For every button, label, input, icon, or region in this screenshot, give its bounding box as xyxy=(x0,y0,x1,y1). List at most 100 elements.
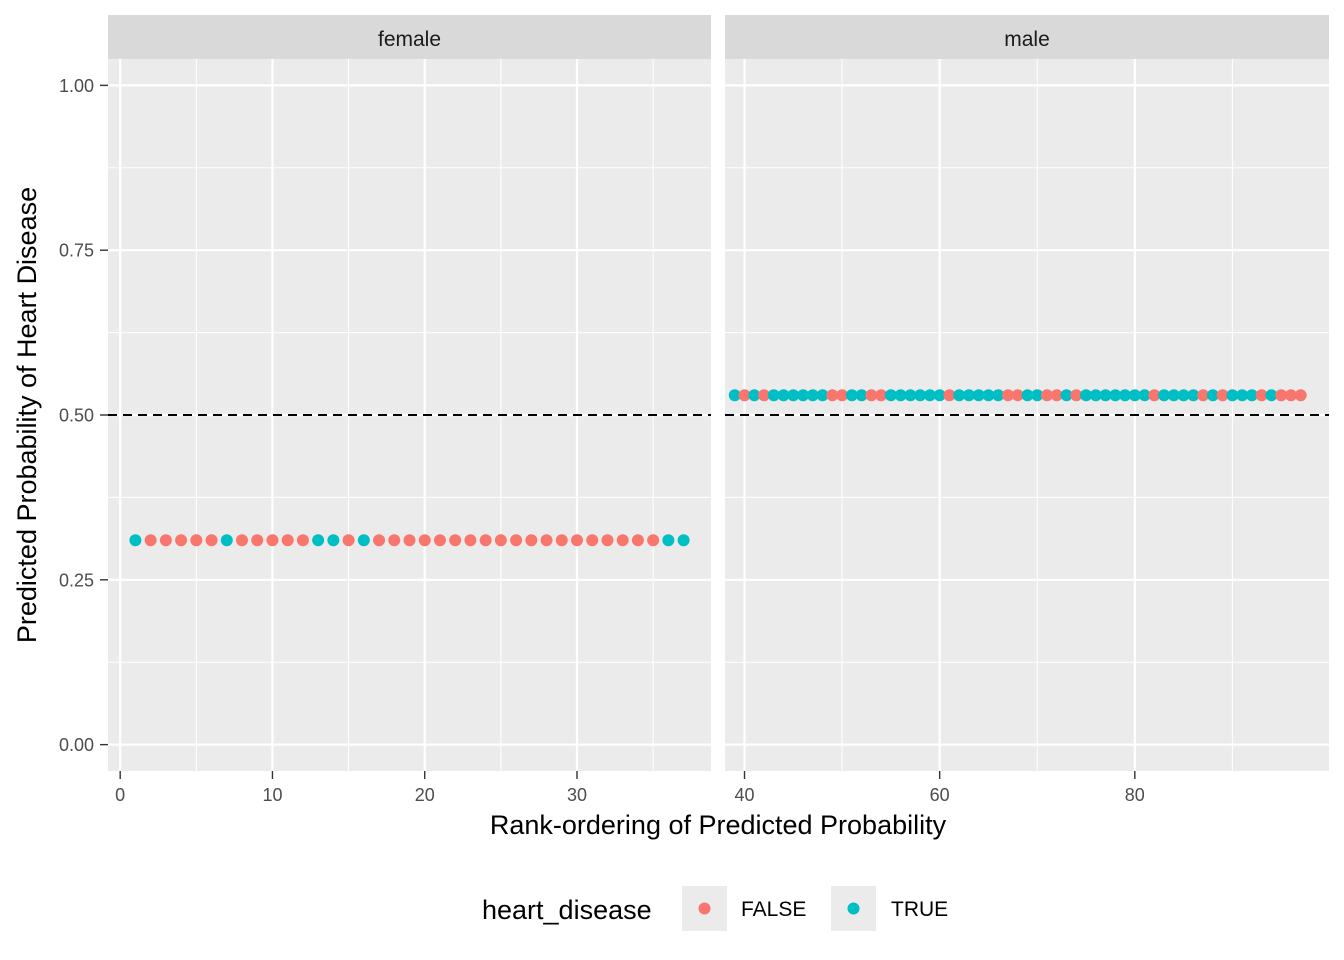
data-point xyxy=(388,534,401,547)
data-point xyxy=(159,534,172,547)
legend-key-true xyxy=(847,902,860,915)
data-point xyxy=(464,534,477,547)
data-point xyxy=(144,534,157,547)
legend-label-false: FALSE xyxy=(741,898,806,921)
x-tick-label: 0 xyxy=(115,785,125,805)
legend-label-true: TRUE xyxy=(891,898,948,921)
x-tick-label: 10 xyxy=(262,785,282,805)
data-point xyxy=(748,389,761,402)
data-point xyxy=(220,534,233,547)
data-point xyxy=(1041,389,1054,402)
data-point xyxy=(236,534,248,547)
data-point xyxy=(662,534,675,547)
data-point xyxy=(982,389,995,402)
data-point xyxy=(494,534,507,547)
data-point xyxy=(1265,389,1278,402)
data-point xyxy=(403,534,416,547)
x-axis-title: Rank-ordering of Predicted Probability xyxy=(490,810,947,840)
data-point xyxy=(418,534,431,547)
strip-background-female xyxy=(108,15,711,59)
data-point xyxy=(129,534,142,547)
data-point xyxy=(777,389,790,402)
data-point xyxy=(1236,389,1249,402)
y-tick-label: 0.50 xyxy=(59,406,94,426)
x-tick-label: 30 xyxy=(567,785,587,805)
data-point xyxy=(992,389,1005,402)
legend: heart_disease FALSE TRUE xyxy=(482,886,948,931)
data-point xyxy=(190,534,203,547)
panel-female: female xyxy=(108,15,711,771)
data-point xyxy=(1011,389,1024,402)
data-point xyxy=(312,534,325,547)
data-point xyxy=(1060,389,1073,402)
data-point xyxy=(525,534,538,547)
data-point xyxy=(894,389,907,402)
data-point xyxy=(865,389,878,402)
data-point xyxy=(933,389,946,402)
data-point xyxy=(281,534,294,547)
data-point xyxy=(1206,389,1219,402)
data-point xyxy=(647,534,660,547)
data-point xyxy=(1255,389,1268,402)
data-point xyxy=(205,534,218,547)
data-point xyxy=(342,534,355,547)
data-point xyxy=(1187,389,1200,402)
data-point xyxy=(816,389,829,402)
data-point xyxy=(266,534,279,547)
data-point xyxy=(1177,389,1190,402)
data-point xyxy=(449,534,462,547)
data-point xyxy=(1050,389,1063,402)
data-point xyxy=(1109,389,1122,402)
data-point xyxy=(826,389,839,402)
data-point xyxy=(433,534,446,547)
data-point xyxy=(1128,389,1141,402)
x-axes: 0 10 20 30 40 60 80 xyxy=(115,771,1145,805)
data-point xyxy=(1148,389,1161,402)
data-point xyxy=(904,389,917,402)
data-point xyxy=(738,389,751,402)
data-point xyxy=(251,534,264,547)
strip-background-male xyxy=(725,15,1329,59)
data-point xyxy=(1099,389,1112,402)
data-point xyxy=(855,389,868,402)
data-point xyxy=(616,534,629,547)
panel-male: male xyxy=(725,15,1329,771)
data-point xyxy=(601,534,614,547)
x-tick-label: 80 xyxy=(1125,785,1145,805)
y-tick-label: 1.00 xyxy=(59,76,94,96)
data-point xyxy=(1294,389,1307,402)
data-point xyxy=(1089,389,1102,402)
data-point xyxy=(943,389,956,402)
data-point xyxy=(327,534,340,547)
data-point xyxy=(1197,389,1210,402)
data-point xyxy=(972,389,985,402)
data-point xyxy=(797,389,810,402)
data-point xyxy=(767,389,780,402)
data-point xyxy=(175,534,188,547)
data-point xyxy=(845,389,858,402)
data-point xyxy=(836,389,849,402)
data-point xyxy=(1158,389,1171,402)
y-tick-label: 0.25 xyxy=(59,570,94,590)
data-point xyxy=(962,389,975,402)
data-point xyxy=(510,534,523,547)
data-point xyxy=(1284,389,1297,402)
data-point xyxy=(953,389,966,402)
x-tick-label: 60 xyxy=(930,785,950,805)
data-point xyxy=(1119,389,1132,402)
data-point xyxy=(1031,389,1044,402)
data-point xyxy=(923,389,936,402)
data-point xyxy=(1167,389,1180,402)
data-point xyxy=(296,534,309,547)
data-point xyxy=(571,534,583,547)
strip-label-male: male xyxy=(1004,28,1050,51)
data-point xyxy=(555,534,568,547)
data-point xyxy=(1138,389,1151,402)
data-point xyxy=(884,389,897,402)
legend-key-false xyxy=(698,902,711,915)
data-point xyxy=(1021,389,1034,402)
y-tick-label: 0.00 xyxy=(59,735,94,755)
data-point xyxy=(1070,389,1083,402)
data-point xyxy=(1245,389,1258,402)
